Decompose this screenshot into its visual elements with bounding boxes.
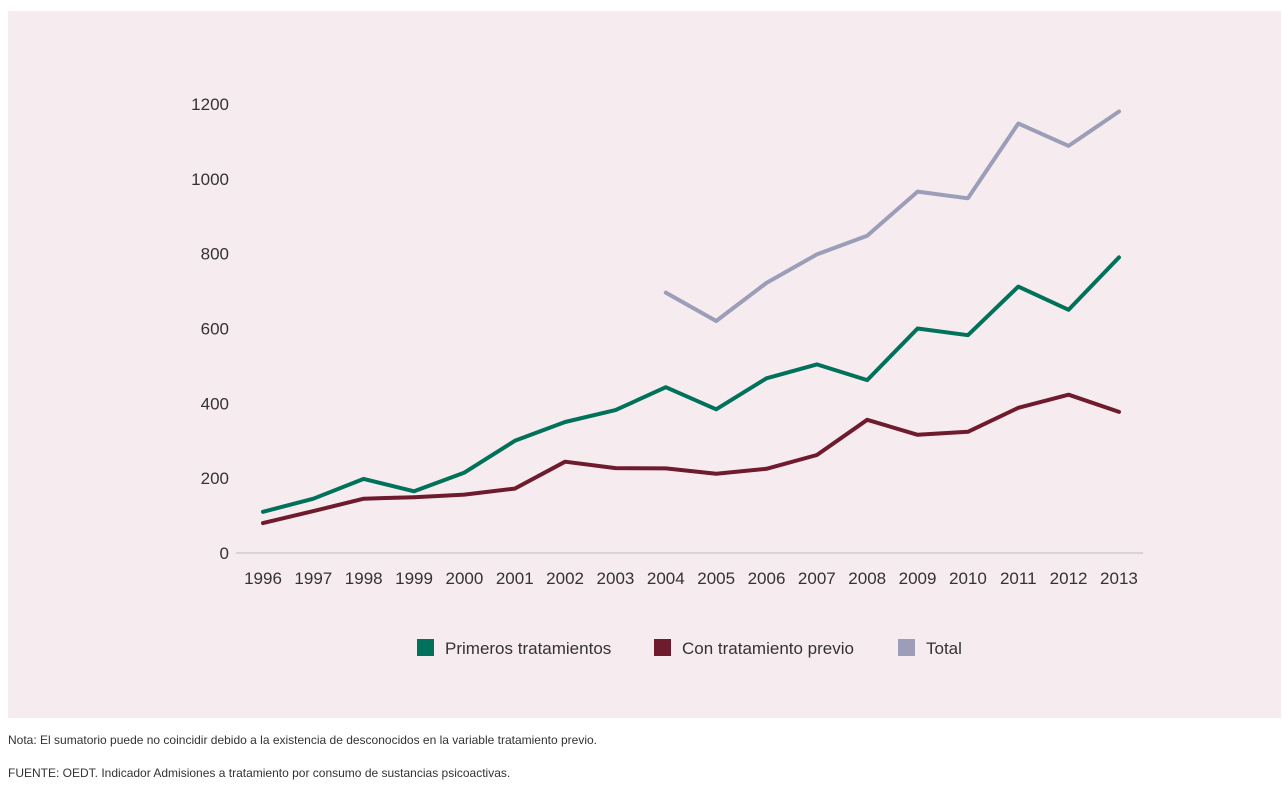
x-axis: 1996 1997 1998 1999 2000 2001 2002 2003 2004 2005… [244,569,1138,588]
legend-swatch [654,639,671,656]
x-tick-label: 2000 [445,569,483,588]
x-tick-label: 1998 [345,569,383,588]
legend-label: Total [926,639,962,658]
legend: Primeros tratamientos Con tratamiento pre… [417,639,962,658]
x-tick-label: 2005 [697,569,735,588]
y-tick-label: 400 [201,394,229,413]
x-tick-label: 2001 [496,569,534,588]
x-tick-label: 2002 [546,569,584,588]
series-lines [261,109,1121,526]
legend-label: Primeros tratamientos [445,639,611,658]
x-tick-label: 2004 [647,569,685,588]
x-tick-label: 2013 [1100,569,1138,588]
y-tick-label: 600 [201,320,229,339]
y-tick-label: 1000 [191,170,229,189]
x-tick-label: 1997 [294,569,332,588]
series-line-3 [663,109,1121,323]
x-tick-label: 1999 [395,569,433,588]
note-text: Nota: El sumatorio puede no coincidir de… [8,733,598,747]
chart-panel [8,11,1281,718]
y-tick-label: 200 [201,469,229,488]
x-tick-label: 1996 [244,569,282,588]
legend-label: Con tratamiento previo [682,639,854,658]
x-tick-label: 2010 [949,569,987,588]
y-tick-label: 1200 [191,95,229,114]
series-line-1 [261,255,1121,514]
source-text: FUENTE: OEDT. Indicador Admisiones a tra… [8,766,511,780]
x-tick-label: 2006 [748,569,786,588]
legend-swatch [898,639,915,656]
y-tick-label: 0 [220,544,229,563]
x-tick-label: 2007 [798,569,836,588]
x-tick-label: 2012 [1050,569,1088,588]
x-tick-label: 2011 [1000,569,1037,588]
x-tick-label: 2008 [848,569,886,588]
legend-swatch [417,639,434,656]
x-tick-label: 2003 [597,569,635,588]
x-tick-label: 2009 [899,569,937,588]
y-axis: 0 200 400 600 800 1000 1200 [191,95,229,563]
y-tick-label: 800 [201,245,229,264]
series-line-2 [261,392,1121,526]
